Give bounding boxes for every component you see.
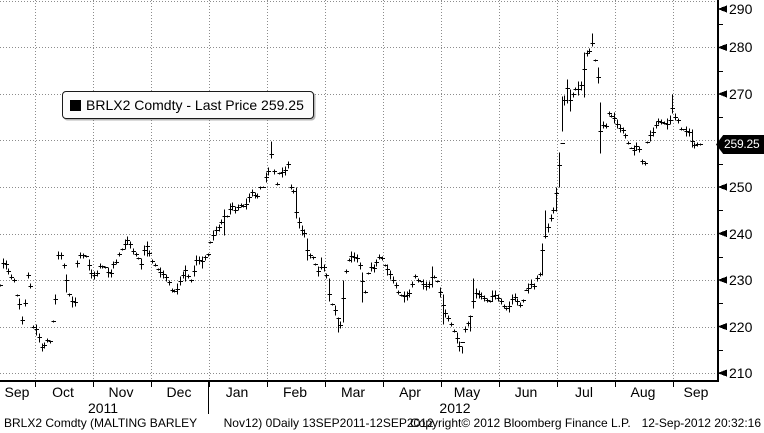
legend-series-swatch-icon xyxy=(70,99,81,111)
x-axis-year-label: 2012 xyxy=(439,400,471,416)
x-axis-month-label: Feb xyxy=(282,384,308,400)
x-axis-month-label: Sep xyxy=(683,384,709,400)
copyright-notice: Copyright© 2012 Bloomberg Finance L.P. xyxy=(410,416,631,430)
y-axis-tick-label: 270 xyxy=(729,85,753,102)
y-axis-tick-label: 280 xyxy=(729,39,753,56)
x-axis-month-label: Dec xyxy=(166,384,192,400)
y-axis-tick-label: 230 xyxy=(729,272,753,289)
x-axis-year-label: 2011 xyxy=(87,400,119,416)
x-axis-month-label: Aug xyxy=(630,384,656,400)
last-price-badge: 259.25 xyxy=(716,135,764,154)
last-price-value: 259.25 xyxy=(724,137,760,151)
x-axis-month-label: Sep xyxy=(4,384,30,400)
security-description: BRLX2 Comdty (MALTING BARLEY Nov12) 0Dai… xyxy=(4,416,434,430)
y-axis-tick-label: 250 xyxy=(729,179,753,195)
status-bar: BRLX2 Comdty (MALTING BARLEY Nov12) 0Dai… xyxy=(0,415,764,433)
x-axis-month-label: Jan xyxy=(225,384,249,400)
x-axis-month-label: Nov xyxy=(108,384,134,400)
chart-legend[interactable]: BRLX2 Comdty - Last Price 259.25 xyxy=(62,91,314,119)
y-axis-tick-label: 210 xyxy=(729,365,753,382)
y-axis-tick-label: 240 xyxy=(729,225,753,242)
x-axis-month-label: Jun xyxy=(514,384,538,400)
y-axis-tick-label: 290 xyxy=(729,1,753,17)
legend-series-label: BRLX2 Comdty - Last Price 259.25 xyxy=(86,97,304,113)
x-axis-month-label: Jul xyxy=(575,384,593,400)
x-axis-month-label: Mar xyxy=(340,384,366,400)
x-axis-month-label: Oct xyxy=(52,384,74,400)
timestamp: 12-Sep-2012 20:32:16 xyxy=(641,416,761,430)
x-axis-month-label: May xyxy=(453,384,481,400)
y-axis-tick-label: 220 xyxy=(729,318,753,335)
x-axis-month-label: Apr xyxy=(399,384,421,400)
